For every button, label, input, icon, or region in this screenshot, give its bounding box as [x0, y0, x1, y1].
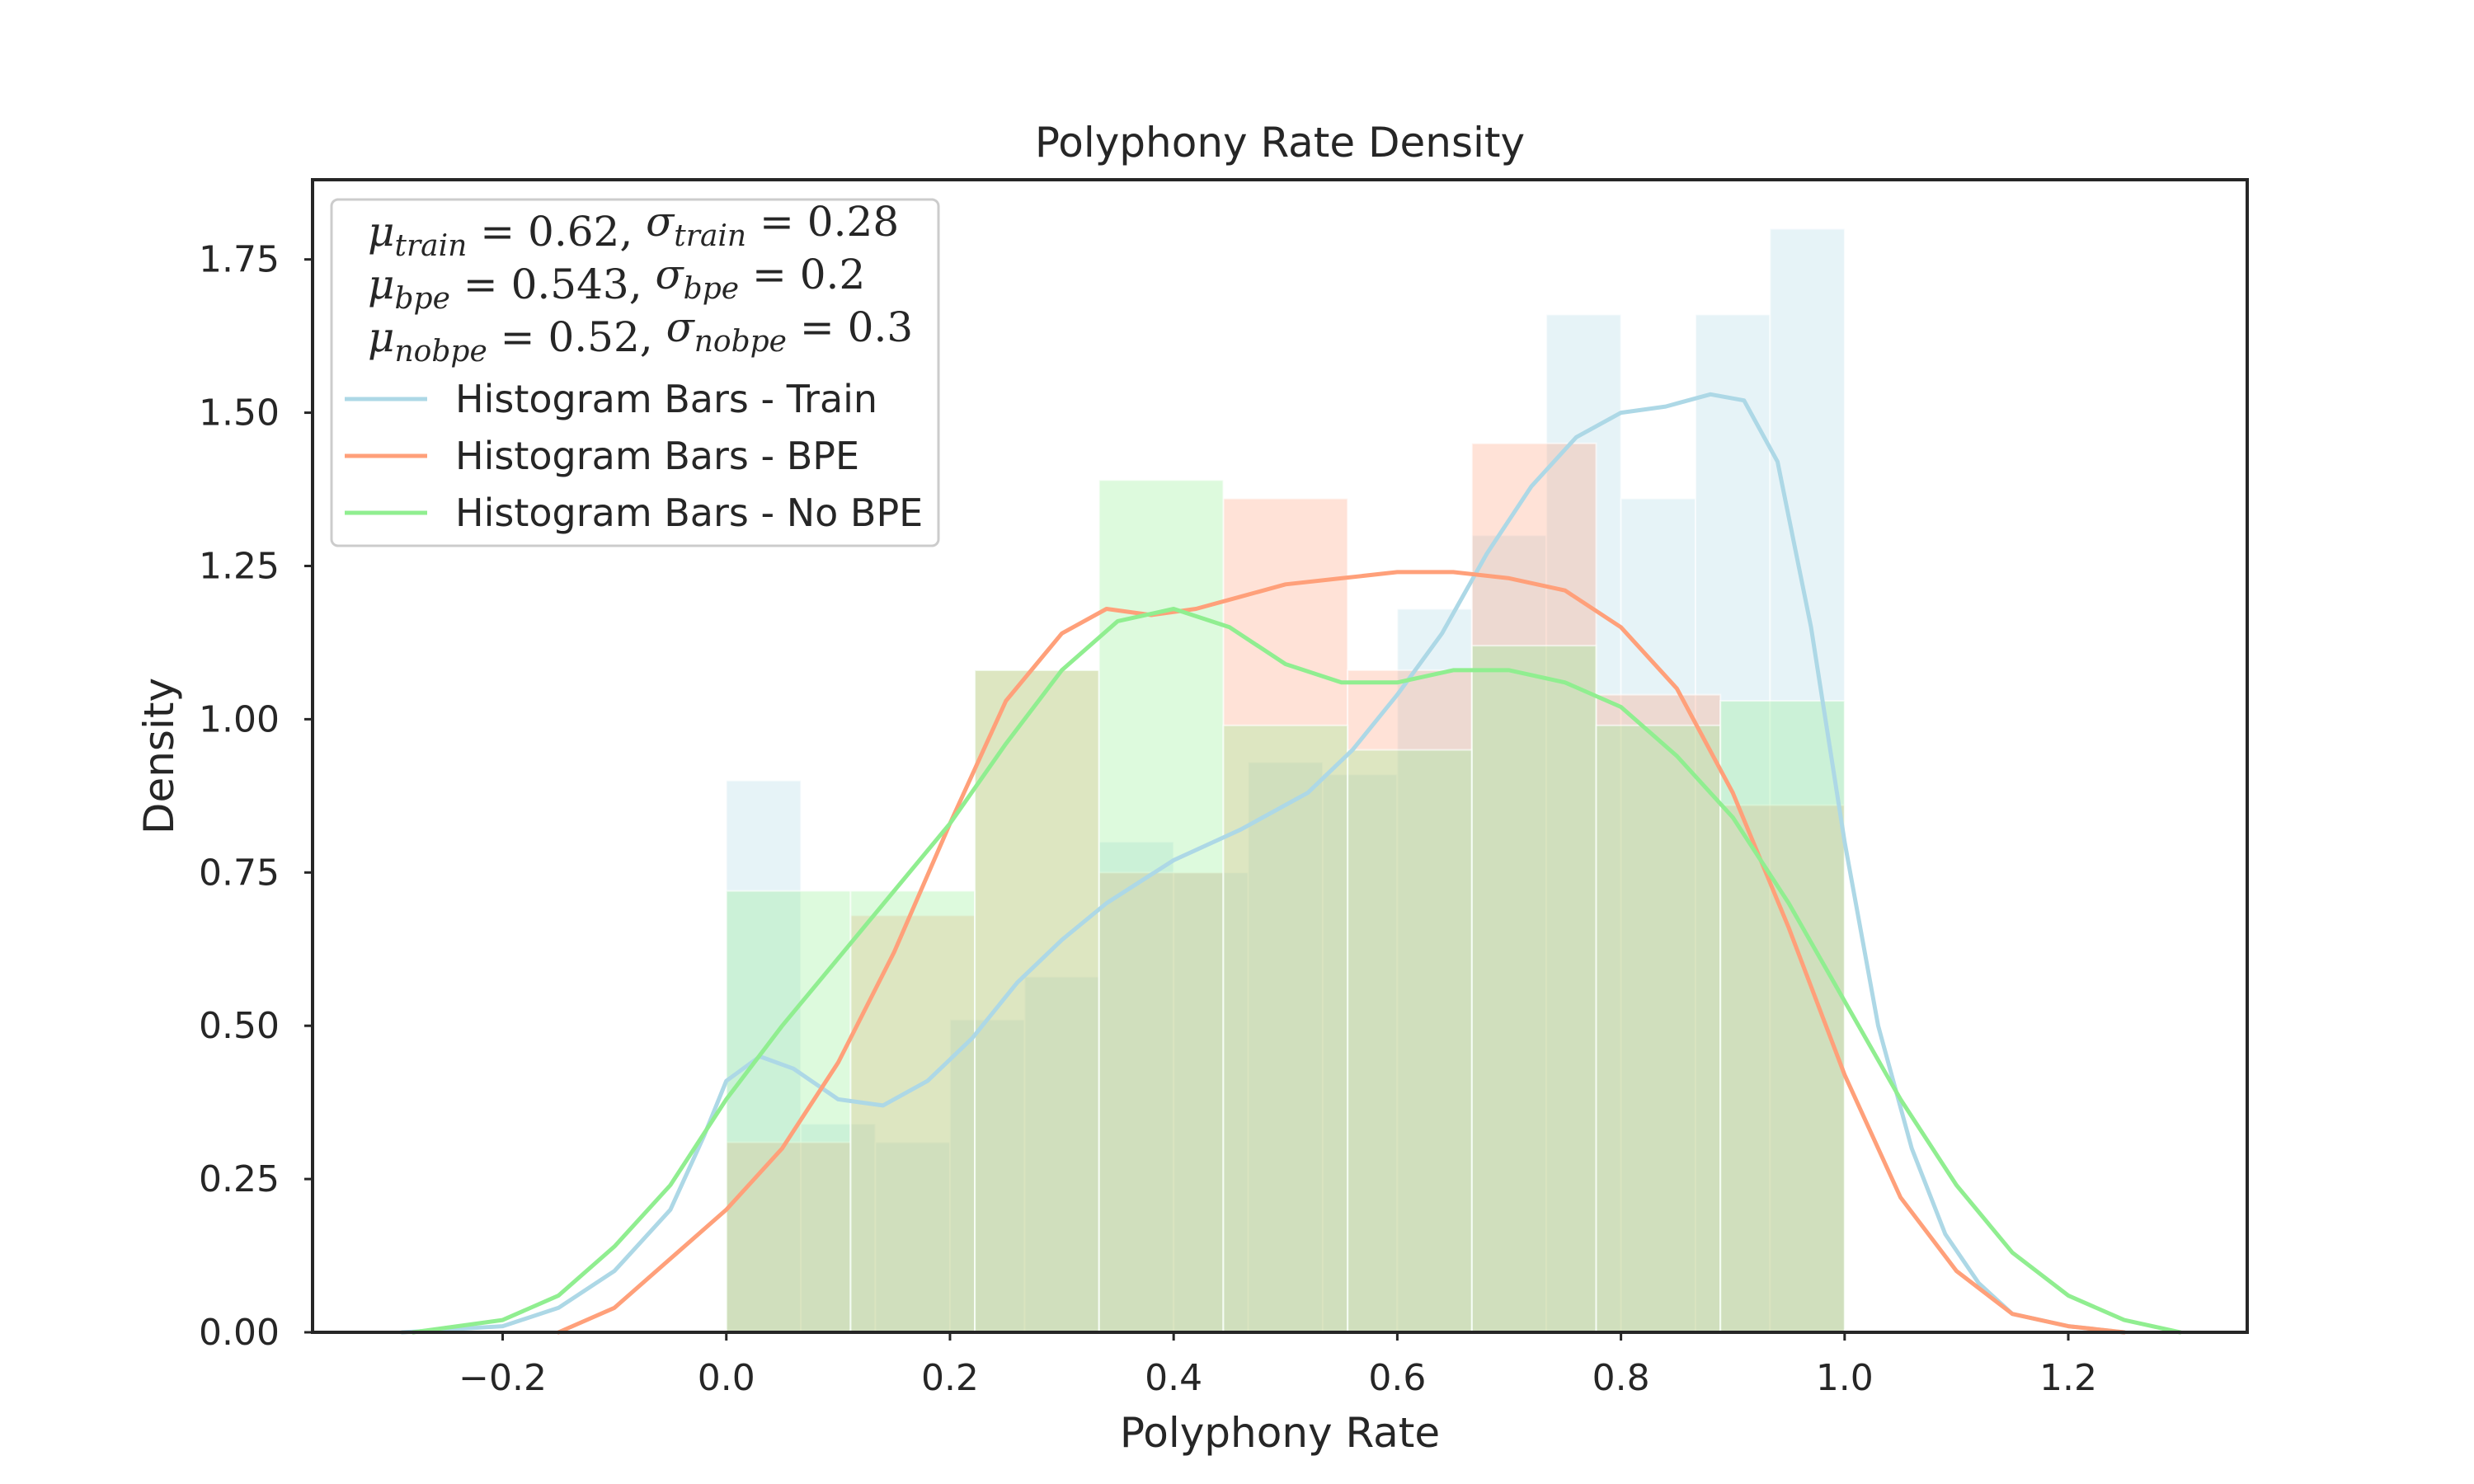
legend-box [330, 198, 940, 547]
histogram-bar-1-3 [1098, 871, 1225, 1333]
x-tick-label-3: 0.4 [1145, 1357, 1202, 1399]
histogram-bar-0-3 [948, 1018, 1026, 1334]
y-tick-label-0: 0.00 [199, 1312, 280, 1354]
x-tick-label-0: −0.2 [459, 1357, 547, 1399]
y-tick-label-7: 1.75 [199, 239, 280, 281]
x-tick-label-7: 1.2 [2039, 1357, 2097, 1399]
kde-lines [400, 392, 2183, 1335]
histogram-bar-0-1 [800, 1123, 877, 1333]
histogram-bar-0-4 [1023, 975, 1100, 1334]
y-tick-label-6: 1.50 [199, 392, 280, 434]
y-tick-label-1: 0.25 [199, 1158, 280, 1200]
histogram-bar-2-4 [1222, 724, 1349, 1333]
histogram-bar-2-7 [1595, 724, 1722, 1333]
histogram-bar-1-5 [1347, 669, 1473, 1333]
legend-entries: Histogram Bars - Train Histogram Bars - B… [345, 377, 923, 535]
x-axis-label: Polyphony Rate [1120, 1409, 1440, 1457]
histogram-bar-2-0 [725, 890, 852, 1333]
histogram-bar-2-8 [1719, 700, 1846, 1333]
x-tick-label-6: 1.0 [1816, 1357, 1874, 1399]
histogram-bar-0-7 [1247, 761, 1324, 1333]
y-tick-label-3: 0.75 [199, 852, 280, 894]
y-tick-label-4: 1.00 [199, 698, 280, 740]
chart-title: Polyphony Rate Density [1035, 119, 1525, 167]
kde-line-2 [411, 607, 2183, 1335]
histogram-bar-0-5 [1098, 841, 1175, 1333]
kde-line-0 [400, 392, 2127, 1335]
histogram-bar-0-9 [1396, 608, 1473, 1333]
histogram-bar-0-2 [874, 1141, 951, 1334]
legend-label-0: Histogram Bars - Train [455, 377, 877, 421]
y-axis-label: Density [135, 678, 183, 834]
histogram-bar-0-13 [1695, 313, 1771, 1334]
legend-label-1: Histogram Bars - BPE [455, 434, 859, 478]
x-tick-label-5: 0.8 [1592, 1357, 1650, 1399]
x-axis-ticks: −0.2 0.0 0.2 0.4 0.6 0.8 1.0 1.2 [459, 1332, 2097, 1399]
histogram-bar-1-1 [849, 914, 976, 1334]
histogram-bar-2-1 [849, 890, 976, 1333]
x-tick-label-4: 0.6 [1368, 1357, 1426, 1399]
y-axis-ticks: 0.00 0.25 0.50 0.75 1.00 1.25 1.50 1.75 [199, 239, 313, 1354]
x-tick-label-2: 0.2 [921, 1357, 979, 1399]
histogram-bar-1-7 [1595, 693, 1722, 1333]
histogram-bar-1-6 [1470, 442, 1597, 1333]
plot-frame [311, 178, 2249, 1334]
histogram-bar-2-5 [1347, 749, 1473, 1333]
y-tick-label-2: 0.50 [199, 1005, 280, 1047]
histogram-bar-0-12 [1620, 497, 1697, 1333]
kde-line-1 [556, 570, 2127, 1335]
histogram-bar-2-6 [1470, 645, 1597, 1333]
y-tick-label-5: 1.25 [199, 545, 280, 587]
histogram-bars [725, 228, 1846, 1334]
histogram-bar-2-2 [974, 669, 1100, 1333]
legend-label-2: Histogram Bars - No BPE [455, 491, 923, 535]
histogram-bar-0-11 [1545, 313, 1622, 1334]
stat-line-2: μnobpe = 0.52, σnobpe = 0.3 [368, 303, 913, 369]
stat-line-1: μbpe = 0.543, σbpe = 0.2 [368, 251, 865, 316]
x-tick-label-1: 0.0 [698, 1357, 755, 1399]
stat-line-0: μtrain = 0.62, σtrain = 0.28 [368, 198, 899, 263]
